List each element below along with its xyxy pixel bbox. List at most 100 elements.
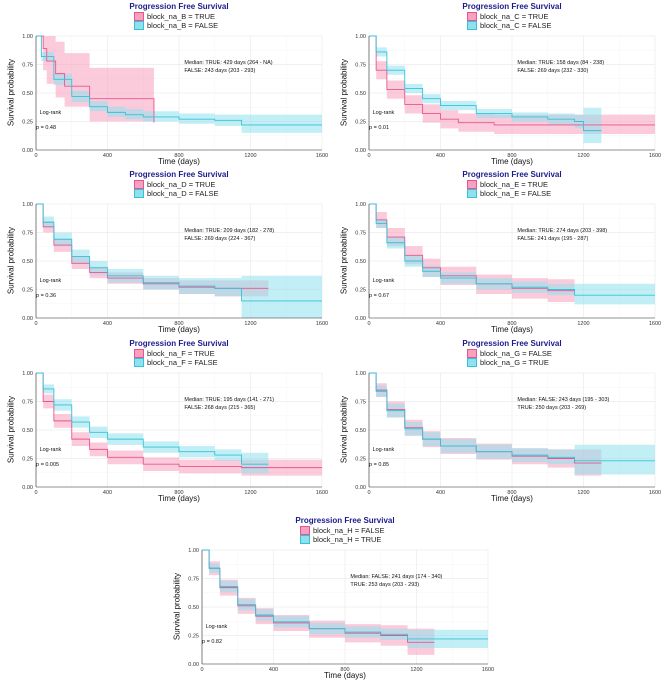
p-value: p = 0.67 <box>369 292 390 299</box>
legend-item: block_na_H = TRUE <box>300 535 385 544</box>
test-label: Log-rank <box>39 446 62 453</box>
y-tick-label: 0.25 <box>355 120 366 126</box>
median-line: FALSE: 269 days (232 - 330) <box>517 67 589 74</box>
median-annotation: Median: TRUE: 429 days (264 - NA) FALSE: … <box>184 59 272 75</box>
median-annotation: Median: TRUE: 209 days (182 - 278) FALSE:… <box>184 227 274 243</box>
x-tick-label: 800 <box>174 321 183 327</box>
x-axis-label: Time (days) <box>491 494 533 503</box>
x-axis-label: Time (days) <box>158 494 200 503</box>
x-tick-label: 1200 <box>244 321 256 327</box>
legend-label: block_na_F = TRUE <box>147 349 215 358</box>
legend: block_na_C = TRUE block_na_C = FALSE <box>467 12 552 30</box>
x-tick-label: 1600 <box>316 153 328 159</box>
x-tick-label: 800 <box>340 667 349 673</box>
median-annotation: Median: TRUE: 158 days (84 - 238) FALSE: … <box>517 59 604 75</box>
legend-item: block_na_D = FALSE <box>134 189 219 198</box>
survival-curve <box>36 203 322 302</box>
x-tick-label: 1200 <box>577 153 589 159</box>
legend-swatch <box>467 358 477 367</box>
p-value: p = 0.48 <box>36 124 57 131</box>
y-axis-label: Survival probability <box>339 395 349 464</box>
chart-title: Progression Free Survival <box>295 516 395 525</box>
y-tick-label: 0.75 <box>22 231 33 237</box>
x-tick-label: 0 <box>367 321 370 327</box>
legend-swatch <box>134 358 144 367</box>
km-panel: Progression Free Survival block_na_F = TR… <box>0 337 332 503</box>
x-tick-label: 400 <box>436 490 445 496</box>
km-plot: 0 400 800 1200 1600 0.00 0.25 0.50 0.75 1.00 <box>355 202 661 327</box>
y-tick-label: 0.25 <box>22 288 33 294</box>
survival-curve <box>369 203 575 292</box>
legend-label: block_na_D = FALSE <box>147 189 219 198</box>
x-tick-label: 800 <box>507 153 516 159</box>
y-tick-label: 0.25 <box>22 457 33 463</box>
y-axis-label: Survival probability <box>339 58 349 127</box>
x-tick-label: 800 <box>174 490 183 496</box>
y-tick-label: 0.50 <box>355 428 366 434</box>
chart-title: Progression Free Survival <box>462 339 562 348</box>
y-tick-label: 1.00 <box>188 548 199 554</box>
y-tick-label: 0.50 <box>22 91 33 97</box>
legend-item: block_na_F = FALSE <box>134 358 218 367</box>
x-tick-label: 1600 <box>482 667 494 673</box>
legend-label: block_na_E = TRUE <box>480 180 549 189</box>
legend-label: block_na_G = FALSE <box>480 349 552 358</box>
y-tick-label: 0.75 <box>355 63 366 69</box>
x-tick-label: 0 <box>34 490 37 496</box>
y-tick-label: 0.25 <box>22 120 33 126</box>
x-axis-label: Time (days) <box>158 325 200 334</box>
legend-item: block_na_E = FALSE <box>467 189 551 198</box>
x-axis-label: Time (days) <box>158 157 200 166</box>
km-plot: 0 400 800 1200 1600 0.00 0.25 0.50 0.75 1.00 <box>355 34 661 159</box>
y-tick-label: 0.00 <box>22 148 33 154</box>
legend-swatch <box>134 180 144 189</box>
y-tick-label: 0.25 <box>188 634 199 640</box>
x-tick-label: 800 <box>507 321 516 327</box>
x-tick-label: 400 <box>103 321 112 327</box>
median-line: FALSE: 241 days (195 - 287) <box>517 235 589 242</box>
x-tick-label: 1600 <box>649 490 661 496</box>
legend: block_na_E = TRUE block_na_E = FALSE <box>467 180 551 198</box>
y-tick-label: 0.75 <box>355 231 366 237</box>
legend-item: block_na_F = TRUE <box>134 349 218 358</box>
legend-swatch <box>134 21 144 30</box>
x-tick-label: 400 <box>103 153 112 159</box>
legend-label: block_na_B = FALSE <box>147 21 219 30</box>
test-label: Log-rank <box>372 109 395 116</box>
x-tick-label: 0 <box>367 153 370 159</box>
survival-curve <box>369 203 655 296</box>
x-tick-label: 0 <box>200 667 203 673</box>
x-tick-label: 0 <box>34 153 37 159</box>
test-label: Log-rank <box>372 277 395 284</box>
confidence-band <box>202 550 488 649</box>
median-line: Median: TRUE: 274 days (203 - 398) <box>517 227 608 234</box>
x-tick-label: 400 <box>436 321 445 327</box>
legend-label: block_na_G = TRUE <box>480 358 549 367</box>
median-line: TRUE: 250 days (203 - 269) <box>517 404 587 411</box>
legend-label: block_na_D = TRUE <box>147 180 216 189</box>
legend: block_na_H = FALSE block_na_H = TRUE <box>300 526 385 544</box>
legend-swatch <box>134 189 144 198</box>
x-tick-label: 1200 <box>410 667 422 673</box>
confidence-band <box>369 204 655 305</box>
y-tick-label: 0.00 <box>355 316 366 322</box>
p-value: p = 0.82 <box>202 638 223 645</box>
km-panel: Progression Free Survival block_na_G = FA… <box>333 337 665 503</box>
legend-label: block_na_F = FALSE <box>147 358 218 367</box>
y-tick-label: 1.00 <box>355 371 366 377</box>
median-annotation: Median: FALSE: 241 days (174 - 340) TRUE:… <box>350 573 442 589</box>
y-tick-label: 1.00 <box>355 202 366 208</box>
median-line: FALSE: 269 days (224 - 367) <box>184 235 256 242</box>
legend-label: block_na_H = TRUE <box>313 535 382 544</box>
legend: block_na_D = TRUE block_na_D = FALSE <box>134 180 219 198</box>
x-tick-label: 1600 <box>649 153 661 159</box>
confidence-band <box>36 204 322 318</box>
y-tick-label: 0.75 <box>188 577 199 583</box>
p-value: p = 0.005 <box>36 461 60 468</box>
legend-item: block_na_G = FALSE <box>467 349 552 358</box>
x-tick-label: 1200 <box>244 490 256 496</box>
survival-curve <box>369 35 602 132</box>
x-tick-label: 1200 <box>577 490 589 496</box>
y-tick-label: 0.00 <box>188 662 199 668</box>
median-line: Median: TRUE: 429 days (264 - NA) <box>184 59 273 66</box>
